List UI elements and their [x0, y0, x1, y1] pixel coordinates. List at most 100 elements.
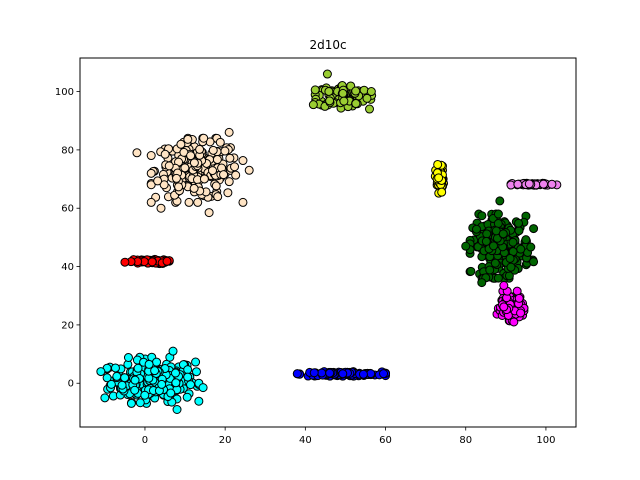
- data-point: [324, 86, 334, 96]
- data-point: [338, 88, 348, 98]
- data-point: [186, 380, 196, 390]
- data-point: [152, 357, 162, 367]
- data-point: [509, 317, 519, 327]
- data-point: [191, 357, 201, 367]
- y-tick-label: 0: [68, 379, 74, 390]
- data-point: [379, 369, 389, 379]
- data-point: [499, 281, 509, 291]
- data-point: [493, 273, 503, 283]
- data-point: [539, 179, 549, 189]
- data-point: [146, 168, 156, 178]
- data-point: [514, 293, 524, 303]
- data-point: [212, 155, 222, 165]
- data-point: [529, 224, 539, 234]
- data-point: [338, 369, 348, 379]
- data-point: [514, 226, 524, 236]
- chart-title: 2d10c: [309, 38, 346, 52]
- data-point: [172, 173, 181, 183]
- data-point: [130, 385, 140, 395]
- data-point: [521, 235, 531, 245]
- data-point: [195, 144, 205, 154]
- data-point: [182, 392, 192, 402]
- data-point: [96, 367, 106, 377]
- data-point: [477, 211, 487, 221]
- data-point: [434, 173, 444, 183]
- data-point: [498, 229, 508, 239]
- data-point: [482, 229, 492, 239]
- data-point: [171, 368, 180, 378]
- y-tick-label: 40: [61, 262, 74, 273]
- data-point: [135, 398, 145, 408]
- x-tick-label: 40: [299, 435, 312, 446]
- data-point: [220, 146, 230, 156]
- data-point: [146, 180, 156, 190]
- data-point: [362, 93, 372, 103]
- data-point: [123, 353, 133, 362]
- data-point: [471, 224, 481, 234]
- data-point: [211, 181, 221, 191]
- data-point: [176, 139, 186, 149]
- data-point: [168, 346, 178, 356]
- y-tick-label: 80: [61, 145, 74, 156]
- data-point: [147, 257, 157, 267]
- data-point: [156, 203, 166, 213]
- data-point: [117, 380, 127, 390]
- data-points: [96, 69, 562, 414]
- data-point: [437, 187, 447, 197]
- data-point: [339, 96, 349, 106]
- data-point: [292, 369, 302, 379]
- data-point: [204, 208, 214, 218]
- data-point: [162, 256, 172, 266]
- data-point: [505, 253, 515, 263]
- data-point: [461, 241, 471, 251]
- data-point: [508, 237, 518, 247]
- data-point: [513, 179, 523, 189]
- data-point: [157, 379, 167, 389]
- data-point: [225, 153, 235, 163]
- data-point: [160, 149, 170, 159]
- data-point: [219, 170, 229, 180]
- data-point: [365, 104, 374, 114]
- data-point: [309, 368, 319, 378]
- plot-frame: [79, 57, 577, 428]
- data-point: [171, 378, 181, 388]
- data-point: [199, 133, 209, 143]
- data-point: [230, 162, 240, 172]
- data-point: [224, 127, 234, 137]
- data-point: [140, 390, 150, 400]
- data-point: [120, 257, 130, 267]
- data-point: [199, 174, 209, 184]
- data-point: [166, 388, 176, 398]
- data-point: [153, 176, 163, 186]
- x-axis: 0 20 40 60 80 100: [142, 427, 555, 446]
- data-point: [514, 218, 524, 228]
- data-point: [194, 396, 204, 406]
- data-point: [164, 161, 174, 171]
- data-point: [524, 179, 534, 189]
- data-point: [244, 165, 254, 175]
- y-axis: 0 20 40 60 80 100: [55, 87, 80, 390]
- data-point: [506, 262, 516, 272]
- data-point: [132, 148, 142, 158]
- data-point: [208, 145, 218, 155]
- data-point: [120, 373, 130, 383]
- data-point: [191, 367, 201, 377]
- x-tick-label: 100: [536, 435, 555, 446]
- data-point: [351, 99, 361, 109]
- data-point: [322, 69, 332, 79]
- data-point: [144, 359, 154, 369]
- data-point: [238, 156, 248, 166]
- data-point: [146, 197, 156, 207]
- data-point: [198, 383, 208, 393]
- data-point: [238, 197, 248, 207]
- data-point: [485, 265, 495, 275]
- data-point: [493, 219, 503, 229]
- data-point: [100, 393, 110, 403]
- data-point: [516, 308, 526, 318]
- y-tick-label: 100: [55, 87, 74, 98]
- data-point: [224, 177, 234, 187]
- data-point: [189, 158, 199, 168]
- data-point: [231, 170, 241, 180]
- data-point: [189, 183, 199, 193]
- data-point: [516, 244, 526, 254]
